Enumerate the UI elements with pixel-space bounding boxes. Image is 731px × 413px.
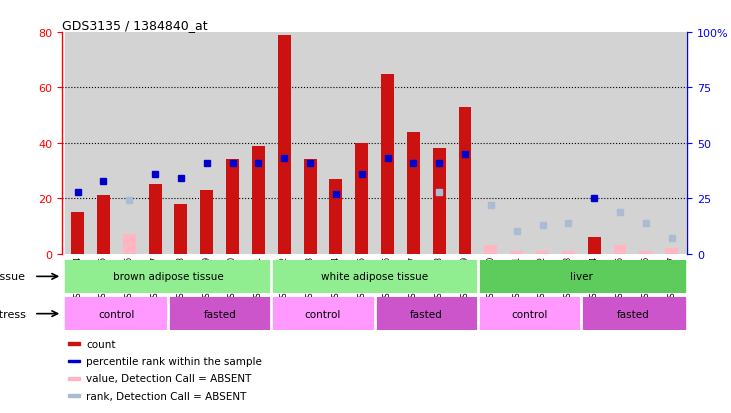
Bar	[633, 33, 659, 254]
Bar	[148, 185, 162, 254]
Bar	[123, 235, 136, 254]
Bar	[426, 33, 452, 254]
Bar	[143, 33, 168, 254]
Text: liver: liver	[569, 272, 593, 282]
Bar	[168, 33, 194, 254]
Text: control: control	[305, 309, 341, 319]
Text: stress: stress	[0, 309, 26, 319]
Bar	[485, 246, 497, 254]
Bar	[271, 260, 478, 293]
Bar	[69, 377, 80, 380]
Bar	[478, 297, 581, 330]
Text: fasted: fasted	[410, 309, 443, 319]
Bar	[452, 33, 478, 254]
Bar	[220, 33, 246, 254]
Bar	[271, 297, 374, 330]
Bar	[613, 246, 626, 254]
Bar	[194, 33, 220, 254]
Bar	[374, 33, 401, 254]
Text: rank, Detection Call = ABSENT: rank, Detection Call = ABSENT	[86, 391, 246, 401]
Bar	[381, 74, 394, 254]
Bar	[65, 297, 168, 330]
Text: white adipose tissue: white adipose tissue	[321, 272, 428, 282]
Bar	[478, 260, 684, 293]
Bar	[581, 297, 684, 330]
Bar	[349, 33, 374, 254]
Bar	[65, 260, 271, 293]
Bar	[200, 190, 213, 254]
Text: tissue: tissue	[0, 272, 26, 282]
Bar	[588, 237, 601, 254]
Bar	[529, 33, 556, 254]
Bar	[433, 149, 446, 254]
Bar	[510, 251, 523, 254]
Bar	[69, 360, 80, 363]
Bar	[226, 160, 239, 254]
Bar	[401, 33, 426, 254]
Bar	[303, 160, 317, 254]
Text: GDS3135 / 1384840_at: GDS3135 / 1384840_at	[62, 19, 208, 32]
Bar	[562, 251, 575, 254]
Bar	[69, 342, 80, 345]
Bar	[504, 33, 529, 254]
Bar	[536, 251, 549, 254]
Bar	[659, 33, 684, 254]
Bar	[175, 204, 187, 254]
Bar	[355, 143, 368, 254]
Bar	[665, 249, 678, 254]
Bar	[116, 33, 143, 254]
Text: control: control	[98, 309, 135, 319]
Bar	[407, 133, 420, 254]
Bar	[607, 33, 633, 254]
Bar	[278, 36, 291, 254]
Bar	[478, 33, 504, 254]
Text: value, Detection Call = ABSENT: value, Detection Call = ABSENT	[86, 373, 251, 383]
Bar	[71, 213, 84, 254]
Text: brown adipose tissue: brown adipose tissue	[113, 272, 224, 282]
Bar	[246, 33, 271, 254]
Bar	[65, 33, 91, 254]
Bar	[252, 146, 265, 254]
Text: fasted: fasted	[203, 309, 236, 319]
Bar	[374, 297, 478, 330]
Bar	[330, 179, 342, 254]
Bar	[458, 108, 471, 254]
Bar	[640, 251, 652, 254]
Bar	[97, 196, 110, 254]
Text: count: count	[86, 339, 115, 349]
Bar	[556, 33, 581, 254]
Bar	[168, 297, 271, 330]
Bar	[91, 33, 116, 254]
Bar	[69, 394, 80, 397]
Bar	[271, 33, 298, 254]
Text: percentile rank within the sample: percentile rank within the sample	[86, 356, 262, 366]
Bar	[581, 33, 607, 254]
Bar	[298, 33, 323, 254]
Text: control: control	[512, 309, 548, 319]
Bar	[323, 33, 349, 254]
Text: fasted: fasted	[616, 309, 649, 319]
